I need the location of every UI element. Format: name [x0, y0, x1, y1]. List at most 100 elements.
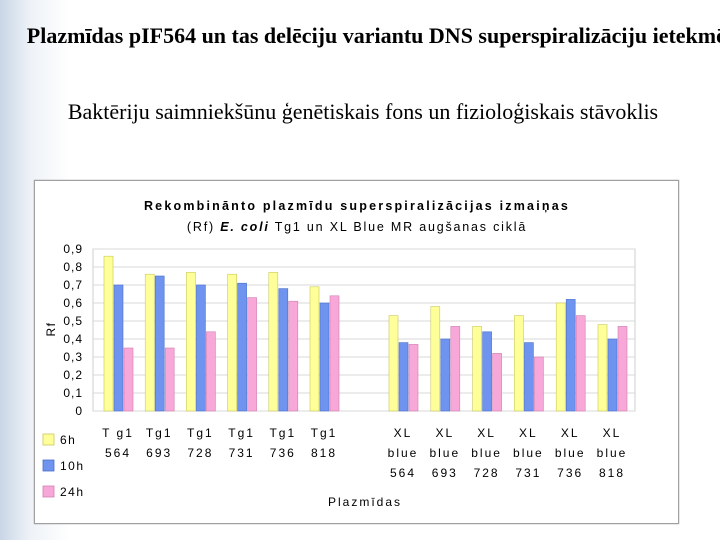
x-tick-label: 731	[515, 466, 541, 480]
y-tick-label: 0,4	[63, 332, 83, 346]
gridlines	[93, 248, 635, 412]
x-tick-label: XL	[561, 426, 580, 440]
bar-chart: Rekombinānto plazmīdu superspiralizācija…	[42, 199, 636, 509]
x-tick-label: Tg1	[269, 426, 296, 440]
bar-24h-5	[288, 300, 299, 412]
x-tick-label: 736	[270, 446, 296, 460]
x-tick-label: 564	[105, 446, 131, 460]
slide-title: Plazmīdas pIF564 un tas delēciju variant…	[0, 22, 720, 49]
bar-10h-12	[607, 338, 618, 412]
chart-title-line2: (Rf) E. coli Tg1 un XL Blue MR augšanas …	[187, 220, 527, 234]
y-tick-label: 0	[75, 404, 83, 418]
x-tick-label: 731	[229, 446, 255, 460]
slide-subtitle: Baktēriju saimniekšūnu ģenētiskais fons …	[0, 98, 720, 126]
bar-24h-4	[247, 297, 257, 412]
x-tick-labels: T g1 564 Tg1 693 Tg1 728 Tg1 731 Tg1 736 Tg1 818 XL b…	[102, 426, 628, 480]
x-tick-label: XL	[603, 426, 622, 440]
legend-swatch-6h	[42, 433, 55, 446]
bar-10h-10	[524, 342, 534, 412]
x-tick-label: 736	[557, 466, 583, 480]
bar-10h-5	[278, 288, 289, 412]
bar-6h-8	[430, 306, 441, 412]
bar-10h-2	[154, 275, 165, 412]
bar-6h-9	[472, 326, 482, 412]
bar-24h-8	[450, 326, 461, 412]
bar-6h-11	[555, 302, 566, 412]
bar-6h-3	[186, 272, 196, 412]
y-tick-label: 0,5	[63, 314, 83, 328]
y-tick-labels: 0,9 0,8 0,7 0,6 0,5 0,4 0,3 0,2 0,1 0	[63, 242, 83, 418]
bar-24h-11	[575, 315, 586, 412]
x-tick-label: Tg1	[228, 426, 255, 440]
bar-10h-3	[196, 284, 206, 412]
x-tick-label: blue	[388, 446, 419, 460]
x-tick-label: Tg1	[146, 426, 173, 440]
x-tick-label: XL	[394, 426, 413, 440]
x-tick-label: blue	[429, 446, 460, 460]
x-tick-label: blue	[471, 446, 502, 460]
bar-24h-3	[206, 331, 216, 412]
x-tick-label: XL	[477, 426, 496, 440]
legend-label-24h: 24h	[60, 485, 85, 499]
y-tick-label: 0,2	[63, 368, 83, 382]
bars	[103, 255, 628, 412]
x-tick-label: 818	[599, 466, 625, 480]
x-tick-label: T g1	[102, 426, 134, 440]
slide-subtitle-text: Baktēriju saimniekšūnu ģenētiskais fons …	[67, 99, 659, 124]
bar-24h-10	[534, 356, 544, 412]
bar-6h-4	[227, 273, 237, 412]
x-tick-label: XL	[519, 426, 538, 440]
x-tick-label: 564	[390, 466, 416, 480]
legend-swatch-24h	[42, 485, 55, 498]
chart-frame: Rekombinānto plazmīdu superspiralizācija…	[34, 180, 679, 524]
x-axis-label: Plazmīdas	[328, 495, 402, 509]
legend-label-6h: 6h	[60, 433, 76, 447]
x-tick-label: blue	[597, 446, 628, 460]
x-tick-label: 818	[311, 446, 337, 460]
bar-6h-6	[309, 286, 320, 412]
y-axis-label: Rf	[44, 322, 58, 337]
x-tick-label: 693	[146, 446, 172, 460]
bar-10h-7	[398, 342, 409, 412]
legend: 6h 10h 24h	[42, 433, 85, 499]
chart-title-line2-suffix: Tg1 un XL Blue MR augšanas ciklā	[275, 220, 527, 234]
bar-10h-8	[440, 338, 451, 412]
bar-10h-6	[319, 302, 330, 412]
y-tick-label: 0,9	[63, 242, 83, 256]
legend-swatch-10h	[42, 459, 55, 472]
bar-10h-4	[237, 282, 247, 412]
plot-background	[92, 248, 636, 412]
bar-6h-1	[103, 255, 114, 412]
x-tick-label: 728	[474, 466, 500, 480]
x-tick-label: Tg1	[187, 426, 214, 440]
y-tick-label: 0,3	[63, 350, 83, 364]
slide-title-text: Plazmīdas pIF564 un tas delēciju variant…	[26, 23, 720, 48]
x-tick-label: Tg1	[311, 426, 338, 440]
bar-24h-12	[617, 326, 628, 412]
bar-6h-7	[388, 315, 399, 412]
x-tick-label: 728	[187, 446, 213, 460]
x-tick-label: 693	[432, 466, 458, 480]
x-tick-label: blue	[513, 446, 544, 460]
bar-24h-9	[492, 353, 502, 412]
bar-10h-9	[482, 331, 492, 412]
y-tick-label: 0,7	[63, 278, 83, 292]
bar-10h-1	[113, 284, 124, 412]
bar-6h-12	[597, 324, 608, 412]
bar-24h-2	[164, 347, 175, 412]
bar-24h-7	[408, 344, 419, 412]
bar-10h-11	[565, 299, 576, 412]
x-tick-label: XL	[435, 426, 454, 440]
y-tick-label: 0,1	[63, 386, 83, 400]
plot-area	[92, 248, 636, 412]
y-tick-label: 0,8	[63, 260, 83, 274]
bar-24h-6	[329, 295, 340, 412]
bar-6h-5	[268, 272, 279, 412]
chart-title-line2-italic: E. coli	[220, 220, 269, 234]
bar-6h-10	[514, 315, 524, 412]
bar-6h-2	[144, 273, 155, 412]
chart-title-line1: Rekombinānto plazmīdu superspiralizācija…	[144, 199, 570, 213]
bar-24h-1	[123, 347, 134, 412]
x-tick-label: blue	[555, 446, 586, 460]
chart-title-line2-prefix: (Rf)	[187, 220, 215, 234]
